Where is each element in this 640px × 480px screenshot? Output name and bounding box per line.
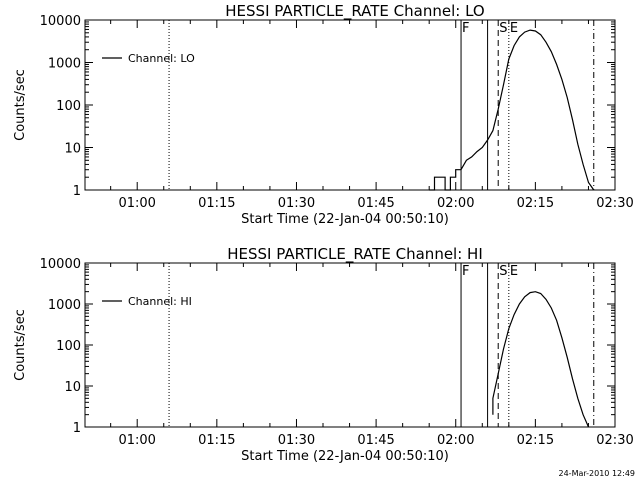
y-tick-label: 1000 <box>48 298 81 313</box>
y-axis-label: Counts/sec <box>13 309 28 381</box>
y-tick-label: 100 <box>56 99 81 114</box>
y-tick-label: 10 <box>64 142 81 157</box>
chart-title: HESSI PARTICLE_RATE Channel: LO <box>225 2 484 21</box>
chart-panel-0: HESSI PARTICLE_RATE Channel: LO 1 10 100 100… <box>13 2 634 227</box>
x-tick-label: 02:15 <box>517 196 554 211</box>
x-tick-label: 01:15 <box>198 196 235 211</box>
x-axis-label: Start Time (22-Jan-04 00:50:10) <box>241 449 449 464</box>
x-tick-label: 02:00 <box>437 433 474 448</box>
y-axis-label: Counts/sec <box>13 69 28 141</box>
marker-label: F <box>462 21 469 36</box>
x-tick-label: 01:30 <box>278 196 315 211</box>
series-line <box>429 29 595 191</box>
y-tick-label: 10 <box>64 380 81 395</box>
y-tick-label: 100 <box>56 339 81 354</box>
y-tick-label: 10000 <box>40 14 81 29</box>
x-tick-label: 02:30 <box>596 433 633 448</box>
x-tick-label: 01:15 <box>198 433 235 448</box>
marker-label: E <box>510 264 518 279</box>
series-line <box>492 291 590 428</box>
footer-timestamp: 24-Mar-2010 12:49 <box>558 469 636 478</box>
x-tick-label: 01:45 <box>357 433 394 448</box>
x-tick-label: 01:00 <box>118 433 155 448</box>
axes-frame <box>84 262 616 428</box>
x-axis-label: Start Time (22-Jan-04 00:50:10) <box>241 212 449 227</box>
x-tick-label: 02:15 <box>517 433 554 448</box>
y-tick-label: 10000 <box>40 257 81 272</box>
x-tick-label: 01:00 <box>118 196 155 211</box>
legend-label: Channel: HI <box>128 295 192 308</box>
chart-title: HESSI PARTICLE_RATE Channel: HI <box>227 245 483 264</box>
legend-label: Channel: LO <box>128 52 195 65</box>
x-tick-label: 02:30 <box>596 196 633 211</box>
y-tick-label: 1 <box>73 421 81 436</box>
marker-label: S <box>499 264 507 279</box>
chart-panel-1: HESSI PARTICLE_RATE Channel: HI 1 10 100 100… <box>13 245 634 464</box>
x-tick-label: 01:45 <box>357 196 394 211</box>
y-tick-label: 1 <box>73 184 81 199</box>
marker-label: F <box>462 264 469 279</box>
marker-label: S <box>499 21 507 36</box>
y-tick-label: 1000 <box>48 57 81 72</box>
marker-label: E <box>510 21 518 36</box>
axes-frame <box>84 19 616 191</box>
x-tick-label: 02:00 <box>437 196 474 211</box>
x-tick-label: 01:30 <box>278 433 315 448</box>
